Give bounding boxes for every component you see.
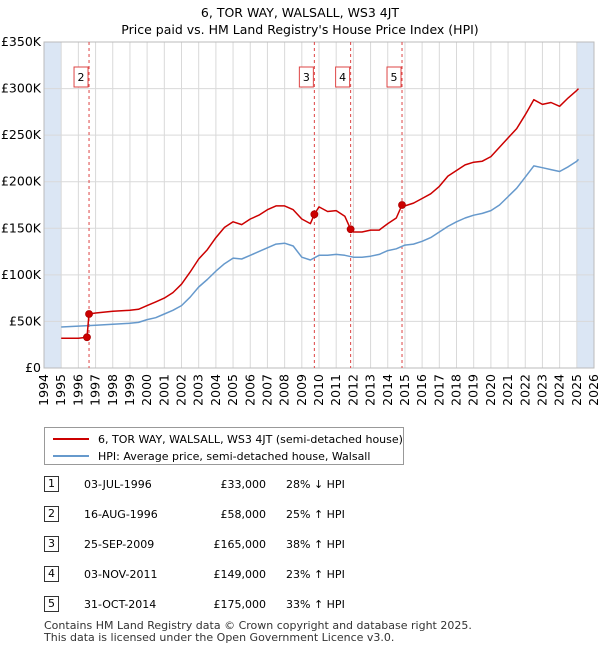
legend: 6, TOR WAY, WALSALL, WS3 4JT (semi-detac… [44,427,404,465]
sale-price: £33,000 [220,478,267,491]
marker-box-label: 5 [391,71,398,84]
x-tick-label: 2016 [414,374,429,406]
sale-date: 03-JUL-1996 [84,478,152,491]
sale-number: 1 [44,476,59,492]
y-tick-label: £0 [25,360,41,375]
x-tick-label: 2026 [586,374,600,406]
marker-box-3 [298,66,314,88]
x-tick-label: 2000 [139,374,154,406]
sale-number: 5 [44,596,59,612]
x-tick-label: 1997 [88,374,103,406]
marker-box-5 [386,66,402,88]
sale-point-2 [85,310,93,318]
y-tick-label: £300K [1,81,42,96]
shaded-range [576,42,594,368]
y-tick-label: £150K [1,220,42,235]
marker-box-label: 4 [339,71,346,84]
x-tick-label: 2011 [328,374,343,406]
x-tick-label: 2013 [363,374,378,406]
x-tick-label: 1994 [36,374,51,406]
table-row: 4 03-NOV-2011 £149,000 23% ↑ HPI [0,564,600,584]
x-tick-label: 2018 [449,374,464,406]
footer: Contains HM Land Registry data © Crown c… [44,620,472,644]
x-tick-label: 2015 [397,374,412,406]
x-tick-label: 1996 [70,374,85,406]
x-tick-label: 2019 [466,374,481,406]
x-tick-label: 2022 [517,374,532,406]
legend-label-property: 6, TOR WAY, WALSALL, WS3 4JT (semi-detac… [98,432,403,446]
legend-swatch-hpi [53,455,89,457]
shaded-range [44,42,62,368]
sale-date: 31-OCT-2014 [84,598,157,611]
sale-number: 4 [44,566,59,582]
footer-licence: This data is licensed under the Open Gov… [44,631,395,644]
table-row: 5 31-OCT-2014 £175,000 33% ↑ HPI [0,594,600,614]
x-tick-label: 2023 [534,374,549,406]
sale-point-4 [346,225,355,234]
legend-swatch-property [53,438,89,440]
x-tick-label: 2012 [345,374,360,406]
legend-item-hpi: HPI: Average price, semi-detached house,… [53,448,370,464]
sale-point-5 [398,201,406,209]
y-tick-label: £50K [9,313,42,328]
chart-title: 6, TOR WAY, WALSALL, WS3 4JT Price paid … [0,4,600,38]
x-tick-label: 2002 [174,374,189,406]
sale-date: 25-SEP-2009 [84,538,155,551]
marker-box-label: 3 [303,71,310,84]
legend-item-property: 6, TOR WAY, WALSALL, WS3 4JT (semi-detac… [53,431,403,447]
series-line-property [61,88,580,339]
sale-price: £149,000 [213,568,267,581]
x-tick-label: 2005 [225,374,240,406]
x-tick-label: 2003 [191,374,206,406]
x-tick-label: 2020 [483,374,498,406]
sale-point-1 [83,333,91,342]
x-tick-label: 2017 [431,374,446,406]
table-row: 1 03-JUL-1996 £33,000 28% ↓ HPI [0,474,600,494]
x-tick-label: 2014 [380,374,395,406]
y-tick-label: £350K [1,34,42,49]
sale-hpi-diff: 28% ↓ HPI [286,478,345,491]
y-tick-label: £100K [1,267,42,282]
x-tick-label: 2007 [259,374,274,406]
y-tick-label: £250K [1,127,42,142]
plot-frame [43,41,595,369]
marker-box-label: 2 [78,71,85,84]
x-tick-label: 2006 [242,374,257,406]
x-tick-label: 1998 [105,374,120,406]
sale-hpi-diff: 23% ↑ HPI [286,568,345,581]
sale-hpi-diff: 33% ↑ HPI [286,598,345,611]
y-tick-label: £200K [1,174,42,189]
marker-box-2 [73,66,89,88]
sale-number: 3 [44,536,59,552]
x-tick-label: 2010 [311,374,326,406]
sale-number: 2 [44,506,59,522]
chart-area: 2 3 4 5 £0 £50K £100K £150K £200K £250K £300K £350K… [1,34,600,406]
sale-price: £175,000 [213,598,267,611]
title-subtitle: Price paid vs. HM Land Registry's House … [121,22,479,37]
sale-price: £165,000 [213,538,267,551]
sale-price: £58,000 [220,508,267,521]
sale-hpi-diff: 25% ↑ HPI [286,508,345,521]
x-tick-label: 1995 [53,374,68,406]
sale-point-3 [310,210,319,219]
sale-date: 03-NOV-2011 [84,568,158,581]
marker-box-4 [335,66,351,88]
title-address: 6, TOR WAY, WALSALL, WS3 4JT [200,5,400,20]
x-tick-label: 2001 [156,374,171,406]
sale-date: 16-AUG-1996 [84,508,158,521]
table-row: 2 16-AUG-1996 £58,000 25% ↑ HPI [0,504,600,524]
x-tick-label: 2008 [277,374,292,406]
table-row: 3 25-SEP-2009 £165,000 38% ↑ HPI [0,534,600,554]
x-tick-label: 2009 [294,374,309,406]
x-tick-label: 1999 [122,374,137,406]
footer-copyright: Contains HM Land Registry data © Crown c… [44,619,472,632]
x-tick-label: 2004 [208,374,223,406]
legend-label-hpi: HPI: Average price, semi-detached house,… [98,449,371,463]
x-tick-label: 2025 [569,374,584,406]
sale-hpi-diff: 38% ↑ HPI [286,538,345,551]
x-tick-label: 2024 [552,374,567,406]
series-line-hpi [61,158,580,328]
x-tick-label: 2021 [500,374,515,406]
